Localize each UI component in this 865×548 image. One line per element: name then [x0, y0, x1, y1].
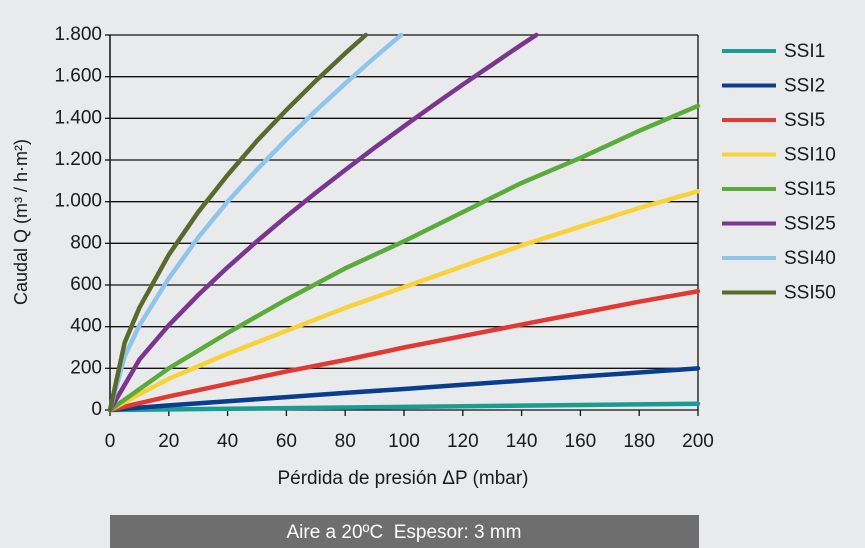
- x-axis-label: Pérdida de presión ΔP (mbar): [277, 468, 528, 489]
- note: Aire a 20ºC Espesor: 3 mm: [286, 522, 521, 543]
- y-axis-label: Caudal Q (m³ / h·m²): [11, 139, 31, 305]
- series-line: [107, 32, 539, 413]
- legend-label: SSI50: [784, 283, 836, 304]
- legend-label: SSI10: [784, 145, 836, 166]
- y-tick-label: 1.000: [54, 191, 102, 212]
- y-tick-label: 0: [91, 399, 102, 420]
- x-tick-label: 100: [388, 431, 420, 452]
- y-tick-label: 800: [70, 232, 102, 253]
- x-tick-label: 40: [217, 431, 238, 452]
- y-tick-label: 1.400: [54, 107, 102, 128]
- series-line: [107, 32, 404, 413]
- legend-label: SSI5: [784, 110, 825, 131]
- x-tick-label: 200: [682, 431, 714, 452]
- series-line: [107, 103, 701, 413]
- legend-label: SSI2: [784, 76, 825, 97]
- series-line: [107, 366, 701, 413]
- y-tick-label: 400: [70, 316, 102, 337]
- series-line: [107, 32, 369, 413]
- series-line: [107, 289, 701, 413]
- x-tick-label: 180: [623, 431, 655, 452]
- series-line: [107, 189, 701, 413]
- y-tick-label: 200: [70, 357, 102, 378]
- legend-label: SSI15: [784, 179, 836, 200]
- x-tick-label: 80: [335, 431, 356, 452]
- x-tick-label: 0: [105, 431, 116, 452]
- x-tick-label: 20: [158, 431, 179, 452]
- x-tick-label: 120: [447, 431, 479, 452]
- x-tick-label: 60: [276, 431, 297, 452]
- series-line: [107, 401, 701, 413]
- note-box: [110, 515, 699, 548]
- y-tick-label: 1.600: [54, 66, 102, 87]
- y-tick-label: 600: [70, 274, 102, 295]
- legend-label: SSI1: [784, 41, 825, 62]
- legend-label: SSI25: [784, 214, 836, 235]
- y-tick-label: 1.800: [54, 24, 102, 45]
- x-tick-label: 160: [565, 431, 597, 452]
- x-tick-label: 140: [506, 431, 538, 452]
- legend-label: SSI40: [784, 248, 836, 269]
- y-tick-label: 1.200: [54, 149, 102, 170]
